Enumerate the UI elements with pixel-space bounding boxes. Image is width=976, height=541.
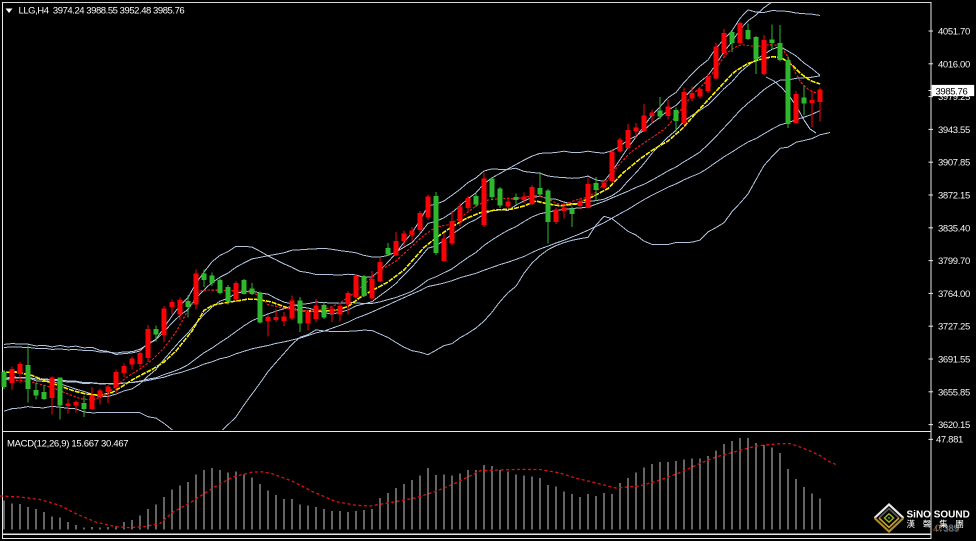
svg-text:LLG,H4 3974.24 3988.55 3952.4: LLG,H4 3974.24 3988.55 3952.48 3985.76	[19, 6, 185, 17]
svg-text:3907.85: 3907.85	[938, 158, 970, 169]
svg-text:3872.15: 3872.15	[938, 191, 970, 202]
svg-text:漢聲集團: 漢聲集團	[907, 519, 972, 529]
svg-text:4051.70: 4051.70	[938, 27, 970, 38]
svg-text:3691.55: 3691.55	[938, 355, 970, 366]
svg-text:0.389: 0.389	[935, 523, 959, 534]
svg-text:3620.15: 3620.15	[938, 420, 970, 431]
svg-text:SiNO SOUND: SiNO SOUND	[907, 509, 970, 520]
svg-text:MACD(12,26,9) 15.667 30.467: MACD(12,26,9) 15.667 30.467	[7, 438, 128, 449]
svg-text:3727.25: 3727.25	[938, 322, 970, 333]
svg-text:3764.00: 3764.00	[938, 289, 970, 300]
svg-text:3985.76: 3985.76	[936, 86, 968, 97]
svg-text:3943.55: 3943.55	[938, 125, 970, 136]
svg-text:3979.25: 3979.25	[938, 92, 970, 103]
svg-text:3655.85: 3655.85	[938, 387, 970, 398]
svg-text:3799.70: 3799.70	[938, 256, 970, 267]
svg-text:47.881: 47.881	[936, 435, 963, 446]
svg-text:3835.40: 3835.40	[938, 223, 970, 234]
svg-text:47389: 47389	[933, 524, 959, 535]
svg-text:4016.00: 4016.00	[938, 59, 970, 70]
